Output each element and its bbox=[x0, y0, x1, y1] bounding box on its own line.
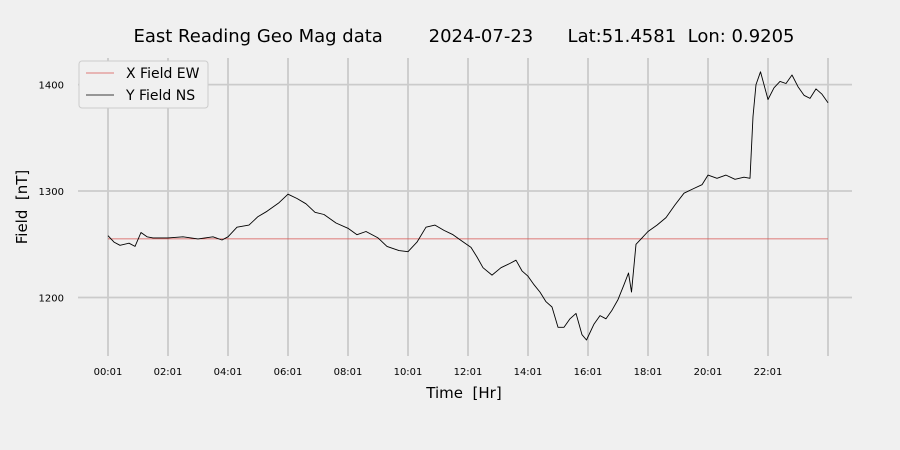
x-axis-label: Time [Hr] bbox=[425, 384, 501, 402]
x-tick-label: 18:01 bbox=[634, 367, 663, 378]
x-tick-label: 04:01 bbox=[214, 367, 243, 378]
x-tick-label: 20:01 bbox=[694, 367, 723, 378]
x-tick-label: 12:01 bbox=[454, 367, 483, 378]
legend: X Field EW Y Field NS bbox=[78, 60, 209, 109]
y-tick-label: 1300 bbox=[39, 187, 64, 198]
x-tick-label: 06:01 bbox=[274, 367, 303, 378]
chart-title: East Reading Geo Mag data 2024-07-23 Lat… bbox=[133, 26, 794, 47]
x-tick-label: 16:01 bbox=[574, 367, 603, 378]
y-tick-label: 1200 bbox=[39, 293, 64, 304]
x-tick-label: 22:01 bbox=[754, 367, 783, 378]
x-tick-label: 02:01 bbox=[154, 367, 183, 378]
tick-labels: 00:01 02:01 04:01 06:01 08:01 10:01 12:01 14:01… bbox=[39, 81, 783, 378]
x-tick-label: 14:01 bbox=[514, 367, 543, 378]
legend-label-y-field-ns: Y Field NS bbox=[125, 88, 195, 104]
x-tick-label: 08:01 bbox=[334, 367, 363, 378]
y-tick-label: 1400 bbox=[39, 81, 64, 92]
x-tick-label: 10:01 bbox=[394, 367, 423, 378]
legend-label-x-field-ew: X Field EW bbox=[126, 66, 200, 82]
series-layer bbox=[107, 71, 829, 341]
y-axis-label: Field [nT] bbox=[13, 170, 31, 245]
x-tick-label: 00:01 bbox=[94, 367, 123, 378]
series-line-y-field-ns bbox=[107, 71, 829, 341]
